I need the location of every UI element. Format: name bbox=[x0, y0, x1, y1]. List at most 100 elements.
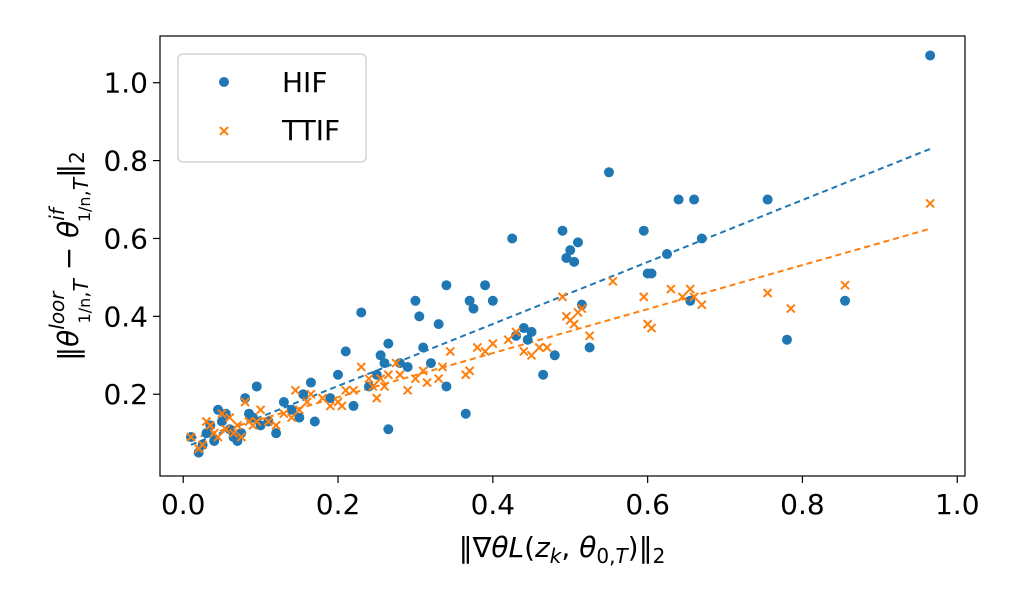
data-point-ttif bbox=[762, 288, 773, 298]
data-point-hif bbox=[325, 393, 336, 404]
data-point-hif bbox=[584, 342, 595, 353]
legend-label-hif: HIF bbox=[282, 66, 327, 99]
data-point-ttif bbox=[577, 303, 587, 314]
data-point-ttif bbox=[228, 428, 239, 438]
data-point-hif bbox=[538, 369, 549, 380]
data-point-ttif bbox=[356, 362, 366, 372]
data-point-ttif bbox=[418, 366, 428, 376]
data-point-ttif bbox=[383, 370, 394, 380]
data-point-hif bbox=[522, 334, 533, 345]
data-point-ttif bbox=[252, 416, 262, 427]
data-point-ttif bbox=[422, 377, 432, 388]
data-point-ttif bbox=[464, 366, 475, 376]
data-point-hif bbox=[480, 280, 491, 291]
x-tick-label: 0.4 bbox=[471, 488, 516, 521]
y-axis: 0.2 0.4 0.6 0.8 1.0 bbox=[103, 67, 160, 411]
data-point-hif bbox=[460, 408, 471, 419]
data-point-ttif bbox=[325, 401, 335, 411]
data-point-ttif bbox=[646, 323, 657, 333]
data-point-ttif bbox=[221, 424, 231, 434]
data-point-ttif bbox=[689, 292, 699, 302]
data-point-ttif bbox=[433, 373, 444, 384]
data-point-hif bbox=[309, 416, 320, 427]
data-point-ttif bbox=[263, 416, 274, 427]
data-point-ttif bbox=[302, 397, 312, 407]
x-tick-label: 1.0 bbox=[935, 488, 980, 521]
data-point-hif bbox=[526, 326, 537, 337]
data-point-hif bbox=[638, 225, 649, 236]
data-point-ttif bbox=[480, 346, 490, 357]
data-point-ttif bbox=[402, 385, 413, 396]
data-point-ttif bbox=[197, 440, 208, 450]
data-point-hif bbox=[468, 303, 479, 314]
data-point-hif bbox=[561, 252, 572, 263]
data-point-ttif bbox=[348, 385, 359, 396]
data-point-ttif bbox=[341, 385, 351, 396]
data-point-hif bbox=[507, 233, 518, 244]
data-point-hif bbox=[661, 249, 672, 260]
data-point-hif bbox=[379, 358, 390, 369]
data-point-hif bbox=[569, 256, 580, 267]
data-point-hif bbox=[375, 350, 386, 361]
data-point-ttif bbox=[279, 408, 289, 419]
data-point-ttif bbox=[236, 432, 246, 442]
data-point-ttif bbox=[542, 342, 552, 353]
data-point-hif bbox=[441, 280, 452, 291]
data-point-ttif bbox=[488, 338, 498, 349]
points-layer bbox=[185, 50, 936, 458]
data-point-ttif bbox=[337, 401, 347, 411]
data-point-ttif bbox=[511, 327, 521, 337]
data-point-hif bbox=[216, 416, 227, 427]
data-point-hif bbox=[305, 377, 316, 388]
data-point-ttif bbox=[255, 405, 266, 415]
data-point-hif bbox=[340, 346, 351, 357]
data-point-ttif bbox=[224, 412, 235, 423]
data-point-ttif bbox=[306, 389, 316, 399]
data-point-hif bbox=[696, 233, 707, 244]
data-point-hif bbox=[356, 307, 367, 318]
data-point-hif bbox=[271, 428, 282, 439]
data-point-ttif bbox=[317, 393, 328, 403]
data-point-hif bbox=[840, 295, 851, 306]
legend-marker-ttif bbox=[219, 126, 229, 136]
data-point-ttif bbox=[294, 405, 305, 415]
data-point-hif bbox=[781, 334, 792, 345]
data-point-ttif bbox=[271, 420, 281, 431]
data-point-ttif bbox=[186, 432, 196, 442]
data-point-ttif bbox=[697, 299, 707, 310]
data-point-ttif bbox=[379, 381, 390, 392]
data-point-ttif bbox=[213, 432, 223, 442]
data-point-ttif bbox=[286, 412, 297, 423]
data-point-ttif bbox=[240, 397, 250, 407]
data-point-hif bbox=[673, 194, 684, 205]
data-point-hif bbox=[603, 167, 614, 178]
data-point-ttif bbox=[472, 342, 483, 353]
y-tick-label: 0.4 bbox=[103, 300, 148, 333]
data-point-hif bbox=[464, 295, 475, 306]
data-point-hif bbox=[418, 342, 429, 353]
y-tick-label: 0.2 bbox=[103, 378, 148, 411]
data-point-ttif bbox=[437, 362, 448, 372]
y-tick-label: 0.8 bbox=[103, 145, 148, 178]
legend: HIF TTIF bbox=[177, 53, 367, 163]
data-point-hif bbox=[572, 237, 583, 248]
data-point-ttif bbox=[534, 342, 544, 353]
data-point-ttif bbox=[677, 292, 688, 302]
y-tick-label: 0.6 bbox=[103, 222, 148, 255]
data-point-ttif bbox=[503, 335, 514, 345]
x-tick-label: 0.6 bbox=[625, 488, 670, 521]
data-point-ttif bbox=[786, 303, 796, 314]
data-point-ttif bbox=[685, 284, 695, 294]
data-point-ttif bbox=[584, 331, 595, 341]
data-point-hif bbox=[348, 400, 359, 411]
data-point-hif bbox=[549, 350, 560, 361]
trend-line-hif bbox=[190, 147, 931, 446]
data-point-ttif bbox=[569, 319, 579, 329]
data-point-ttif bbox=[519, 346, 529, 357]
data-point-ttif bbox=[217, 408, 227, 419]
data-point-hif bbox=[286, 404, 297, 415]
data-point-ttif bbox=[205, 420, 216, 431]
data-point-hif bbox=[333, 369, 344, 380]
data-point-ttif bbox=[526, 350, 537, 360]
